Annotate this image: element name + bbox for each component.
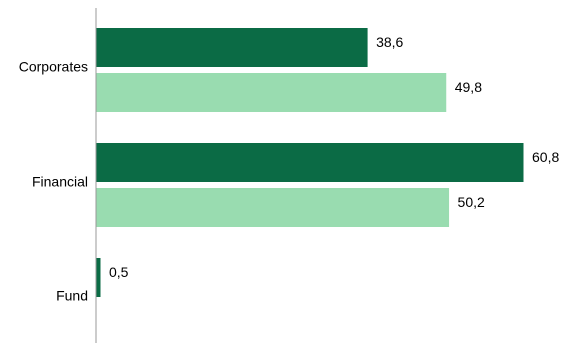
category-labels-group: Corporates Financial Fund <box>19 59 88 304</box>
data-label-financial-series-1: 60,8 <box>532 149 559 165</box>
data-label-corporates-series-1: 38,6 <box>376 34 403 50</box>
bar-financial-series-1 <box>96 143 524 182</box>
bar-corporates-series-1 <box>96 28 368 67</box>
data-label-financial-series-2: 50,2 <box>458 194 485 210</box>
data-labels-group: 38,6 49,8 60,8 50,2 0,5 <box>109 34 559 280</box>
bar-corporates-series-2 <box>96 73 447 112</box>
bar-financial-series-2 <box>96 188 450 227</box>
category-label-financial: Financial <box>32 174 88 190</box>
data-label-corporates-series-2: 49,8 <box>455 79 482 95</box>
bars-group <box>96 28 524 297</box>
category-label-corporates: Corporates <box>19 59 88 75</box>
category-label-fund: Fund <box>56 288 88 304</box>
data-label-fund-series-1: 0,5 <box>109 264 129 280</box>
bar-fund-series-1 <box>96 258 101 297</box>
